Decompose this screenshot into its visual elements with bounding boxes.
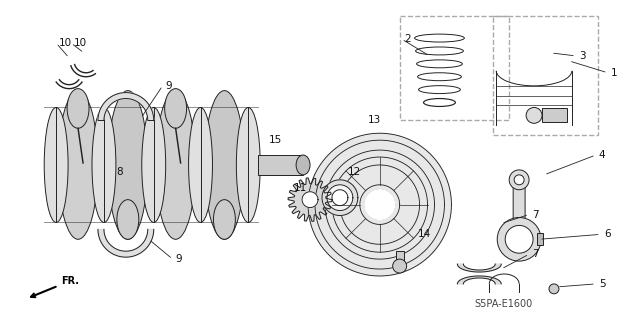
Circle shape: [526, 108, 542, 123]
Circle shape: [497, 218, 541, 261]
Polygon shape: [98, 93, 154, 120]
Ellipse shape: [44, 108, 68, 222]
Text: 9: 9: [175, 254, 182, 264]
Text: 8: 8: [116, 167, 122, 177]
Ellipse shape: [117, 200, 139, 239]
Polygon shape: [288, 178, 332, 221]
Circle shape: [505, 226, 533, 253]
Text: 12: 12: [348, 167, 362, 177]
Ellipse shape: [142, 108, 166, 222]
Text: 7: 7: [532, 249, 539, 259]
Ellipse shape: [236, 108, 260, 222]
Polygon shape: [458, 264, 501, 272]
Polygon shape: [332, 190, 348, 205]
Text: 4: 4: [599, 150, 605, 160]
Circle shape: [509, 170, 529, 190]
Polygon shape: [308, 133, 451, 276]
Text: 10: 10: [59, 38, 72, 48]
Polygon shape: [365, 190, 395, 219]
Text: 2: 2: [404, 34, 412, 44]
Bar: [537, 234, 543, 245]
Text: 10: 10: [74, 38, 87, 48]
Text: 5: 5: [599, 279, 605, 289]
Ellipse shape: [164, 89, 187, 128]
Ellipse shape: [92, 108, 116, 222]
Polygon shape: [98, 229, 154, 257]
Ellipse shape: [67, 89, 89, 128]
Ellipse shape: [156, 91, 196, 239]
Text: FR.: FR.: [31, 276, 79, 297]
Ellipse shape: [108, 91, 148, 239]
Polygon shape: [302, 192, 318, 208]
Ellipse shape: [189, 108, 212, 222]
Polygon shape: [458, 276, 501, 284]
Ellipse shape: [58, 91, 98, 239]
Text: 14: 14: [418, 229, 431, 239]
Ellipse shape: [296, 155, 310, 175]
Text: 3: 3: [579, 51, 586, 61]
FancyBboxPatch shape: [513, 179, 525, 219]
Bar: [396, 251, 404, 261]
Text: 7: 7: [532, 210, 539, 219]
Circle shape: [393, 259, 406, 273]
Circle shape: [514, 175, 524, 185]
Text: S5PA-E1600: S5PA-E1600: [474, 299, 532, 309]
Text: 1: 1: [611, 68, 618, 78]
Polygon shape: [327, 185, 353, 211]
Ellipse shape: [214, 200, 236, 239]
Text: 15: 15: [269, 135, 282, 145]
Polygon shape: [322, 180, 358, 216]
Bar: [259, 155, 303, 175]
Text: 13: 13: [368, 115, 381, 125]
Bar: [542, 108, 567, 122]
Ellipse shape: [205, 91, 244, 239]
Text: 11: 11: [294, 183, 307, 193]
Text: 6: 6: [604, 229, 611, 239]
Circle shape: [549, 284, 559, 294]
Text: 9: 9: [166, 81, 172, 91]
